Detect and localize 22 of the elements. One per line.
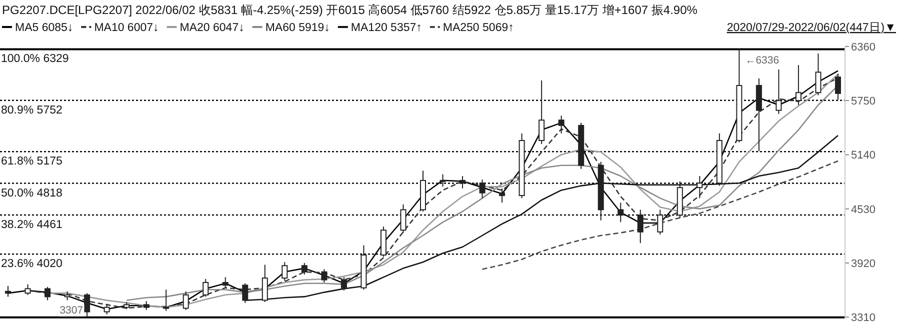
y-tick-label: 5140 — [851, 150, 876, 162]
y-tick-label: 3310 — [851, 312, 876, 324]
ref-line-label: 23.6% 4020 — [1, 258, 62, 270]
chart-subtitle: 2020/07/29-2022/06/02(447日)▼ — [726, 21, 896, 34]
legend-label: MA60 5919↓ — [265, 22, 330, 34]
legend-label: MA20 6047↓ — [180, 22, 244, 34]
ref-line-label: 80.9% 5752 — [1, 104, 62, 116]
chart-title: PG2207.DCE[LPG2207] 2022/06/02 收5831 幅-4.25%(-259) 开6015 高6054 低5760 结5922 仓5.85万 量15.17万 增+1607 振4.90% — [2, 3, 698, 17]
annotation: ←6336 — [745, 54, 780, 67]
ref-line-label: 61.8% 5175 — [1, 156, 62, 168]
legend-label: MA5 6085↓ — [15, 22, 74, 34]
legend-label: MA250 5069↑ — [442, 22, 514, 34]
y-tick-label: 4530 — [851, 204, 876, 216]
annotation: 3307 — [60, 304, 84, 316]
y-tick-label: 3920 — [851, 258, 876, 270]
ref-line-label: 38.2% 4461 — [1, 218, 62, 231]
y-tick-label: 6360 — [851, 41, 876, 54]
ref-line-label: 100.0% 6329 — [1, 53, 69, 66]
legend-label: MA120 5357↑ — [350, 22, 422, 34]
ref-line-label: 50.0% 4818 — [1, 187, 62, 200]
legend-label: MA10 6007↓ — [94, 22, 159, 34]
y-tick-label: 5750 — [851, 96, 876, 108]
